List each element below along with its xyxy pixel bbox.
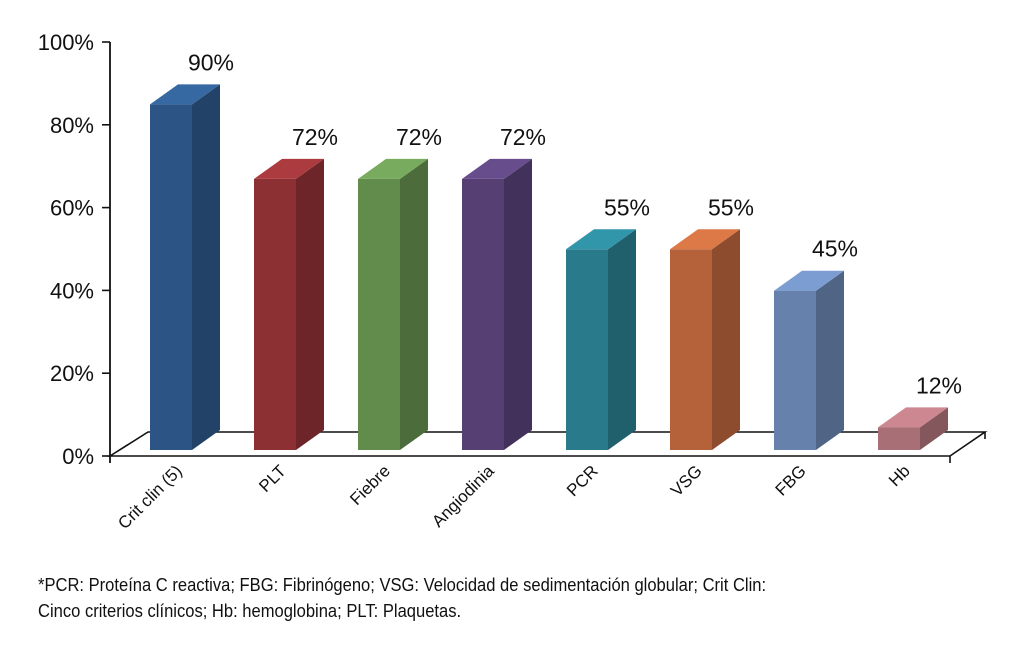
y-tick-label: 100% xyxy=(38,30,94,55)
bar-front xyxy=(878,427,920,450)
bar-top xyxy=(566,229,636,250)
bars xyxy=(150,84,948,451)
bar-top xyxy=(774,270,844,291)
bar-top xyxy=(254,158,324,179)
x-tick-label: FBG xyxy=(772,461,810,499)
bar-front xyxy=(566,249,608,450)
y-tick-label: 20% xyxy=(50,361,94,386)
y-tick-label: 80% xyxy=(50,113,94,138)
bar-side xyxy=(400,158,428,451)
bar-front xyxy=(150,104,192,451)
data-label: 55% xyxy=(604,194,650,220)
data-label: 12% xyxy=(916,372,962,398)
footnote-line-1: *PCR: Proteína C reactiva; FBG: Fibrinóg… xyxy=(38,575,767,595)
data-label: 55% xyxy=(708,194,754,220)
data-label: 72% xyxy=(500,124,546,150)
bar xyxy=(254,158,324,451)
bar-top xyxy=(150,84,220,105)
x-tick-label: Crit clin (5) xyxy=(114,461,186,533)
bar-front xyxy=(358,178,400,451)
bar-top xyxy=(462,158,532,179)
bar-front xyxy=(254,178,296,451)
footnote: *PCR: Proteína C reactiva; FBG: Fibrinóg… xyxy=(38,572,921,624)
bar xyxy=(670,229,740,450)
bar-side xyxy=(608,229,636,450)
y-tick-label: 40% xyxy=(50,278,94,303)
bar-top xyxy=(358,158,428,179)
bar xyxy=(150,84,220,451)
data-label: 72% xyxy=(292,124,338,150)
floor-outline xyxy=(107,431,988,457)
x-tick-label: PLT xyxy=(255,461,290,496)
data-label: 90% xyxy=(188,49,234,75)
x-tick-label: Angiodinia xyxy=(428,461,498,531)
bar-front xyxy=(670,249,712,450)
bar-side xyxy=(296,158,324,451)
bar-side xyxy=(192,84,220,451)
x-tick-label: PCR xyxy=(563,461,602,500)
chart-floor xyxy=(107,431,988,463)
data-label: 72% xyxy=(396,124,442,150)
bar-front xyxy=(462,178,504,451)
bar-top xyxy=(878,407,948,428)
bar xyxy=(358,158,428,451)
bar-top xyxy=(670,229,740,250)
x-tick-label: Fiebre xyxy=(346,461,394,509)
bar xyxy=(878,407,948,450)
bar xyxy=(462,158,532,451)
y-tick-label: 0% xyxy=(62,444,94,469)
bar-side xyxy=(504,158,532,451)
x-tick-labels: Crit clin (5) PLT Fiebre Angiodinia PCR VSG FB… xyxy=(114,461,914,533)
bar-chart: 0% 20% 40% 60% 80% 100% 90% 72% 72% 72% 55% 55% 45%… xyxy=(38,30,988,533)
footnote-line-2: Cinco criterios clínicos; Hb: hemoglobin… xyxy=(38,601,462,621)
data-labels: 90% 72% 72% 72% 55% 55% 45% 12% xyxy=(188,49,962,398)
data-label: 45% xyxy=(812,236,858,262)
bar-side xyxy=(712,229,740,450)
bar xyxy=(774,270,844,450)
bar-side xyxy=(816,270,844,450)
bar xyxy=(566,229,636,450)
x-tick-label: Hb xyxy=(885,461,914,490)
bar-side xyxy=(920,407,948,450)
x-tick-label: VSG xyxy=(667,461,706,500)
y-axis: 0% 20% 40% 60% 80% 100% xyxy=(38,30,111,469)
bar-front xyxy=(774,290,816,450)
y-tick-label: 60% xyxy=(50,196,94,221)
